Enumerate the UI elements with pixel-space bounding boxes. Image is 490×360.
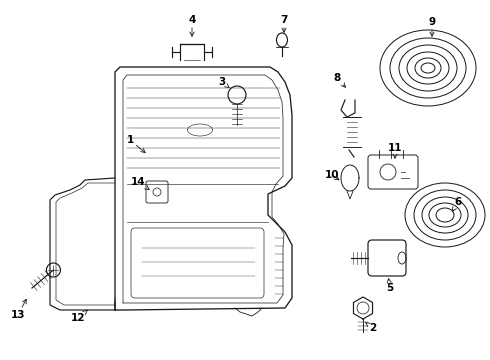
- Text: 14: 14: [131, 177, 149, 189]
- Text: 6: 6: [452, 197, 462, 211]
- Text: 7: 7: [280, 15, 288, 32]
- Text: 1: 1: [126, 135, 145, 153]
- Text: 8: 8: [333, 73, 345, 87]
- Text: 2: 2: [366, 323, 377, 333]
- Text: 11: 11: [388, 143, 402, 158]
- Text: 13: 13: [11, 299, 26, 320]
- Text: 10: 10: [325, 170, 339, 180]
- Text: 9: 9: [428, 17, 436, 36]
- Text: 12: 12: [71, 310, 87, 323]
- Text: 3: 3: [219, 77, 229, 88]
- Text: 4: 4: [188, 15, 196, 36]
- Text: 5: 5: [387, 279, 393, 293]
